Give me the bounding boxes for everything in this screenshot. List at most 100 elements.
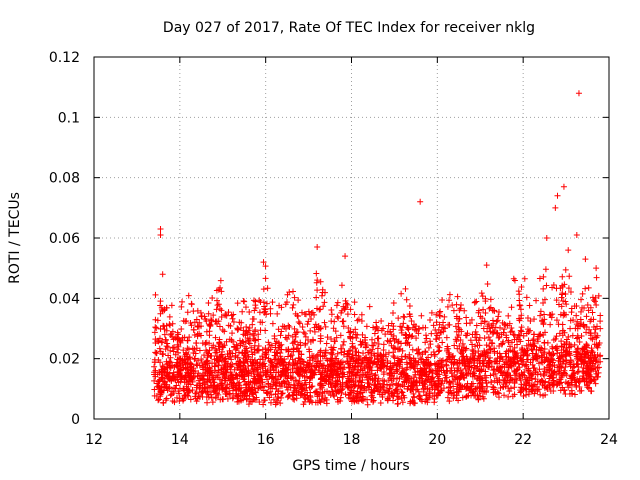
data-point (558, 338, 565, 345)
data-point (549, 343, 556, 350)
data-point (545, 349, 552, 356)
data-point (575, 334, 582, 341)
data-point (413, 327, 420, 334)
data-point (463, 392, 470, 399)
data-point (413, 335, 420, 342)
data-point (485, 321, 492, 328)
data-point (397, 345, 404, 352)
data-point (477, 353, 484, 360)
data-point (498, 341, 505, 348)
data-point (444, 356, 451, 363)
data-point (432, 335, 439, 342)
data-point (526, 302, 533, 309)
data-point (542, 266, 549, 273)
data-point (484, 328, 491, 335)
data-point (525, 337, 532, 344)
data-point (293, 378, 300, 385)
data-point (167, 332, 174, 339)
data-point (484, 383, 491, 390)
data-point (151, 359, 158, 366)
data-point (584, 384, 591, 391)
data-point (523, 382, 530, 389)
data-point (337, 332, 344, 339)
data-point (406, 311, 413, 318)
data-point (464, 358, 471, 365)
data-point (502, 322, 509, 329)
data-point (265, 346, 272, 353)
data-point (249, 398, 256, 405)
data-point (417, 372, 424, 379)
x-tick-label: 22 (514, 432, 532, 448)
data-point (459, 394, 466, 401)
data-point (390, 352, 397, 359)
data-point (234, 398, 241, 405)
data-point (536, 366, 543, 373)
data-point (359, 367, 366, 374)
data-point (549, 381, 556, 388)
data-point (173, 382, 180, 389)
data-point (458, 346, 465, 353)
data-point (403, 359, 410, 366)
data-point (314, 277, 321, 284)
data-point (513, 370, 520, 377)
data-point (459, 360, 466, 367)
data-point (451, 356, 458, 363)
data-point (450, 307, 457, 314)
data-point (496, 333, 503, 340)
data-point (281, 371, 288, 378)
data-point (566, 359, 573, 366)
data-point (587, 330, 594, 337)
data-point (508, 304, 515, 311)
data-point (171, 363, 178, 370)
data-point (178, 303, 185, 310)
data-point (349, 362, 356, 369)
data-point (387, 329, 394, 336)
data-point (269, 374, 276, 381)
data-point (234, 300, 241, 307)
data-point (308, 309, 315, 316)
data-point (350, 375, 357, 382)
data-point (435, 343, 442, 350)
data-point (423, 365, 430, 372)
data-point (589, 309, 596, 316)
data-point (501, 392, 508, 399)
data-point (288, 352, 295, 359)
data-point (524, 315, 531, 322)
data-point (169, 320, 176, 327)
data-point (482, 298, 489, 305)
data-point (277, 332, 284, 339)
data-point (588, 377, 595, 384)
grid-layer (94, 57, 609, 419)
data-point (582, 285, 589, 292)
data-point (178, 325, 185, 332)
data-point (331, 393, 338, 400)
data-point (322, 323, 329, 330)
data-point (156, 335, 163, 342)
y-tick-label: 0.02 (49, 352, 80, 368)
data-point (305, 337, 312, 344)
data-point (158, 339, 165, 346)
data-point (595, 292, 602, 299)
data-point (307, 392, 314, 399)
data-point (185, 381, 192, 388)
data-point (163, 358, 170, 365)
data-point (558, 344, 565, 351)
data-point (272, 391, 279, 398)
data-point (323, 340, 330, 347)
data-point (596, 339, 603, 346)
data-point (287, 384, 294, 391)
data-point (358, 397, 365, 404)
data-point (194, 382, 201, 389)
data-point (340, 338, 347, 345)
data-point (241, 343, 248, 350)
data-point (189, 387, 196, 394)
data-point (278, 390, 285, 397)
data-point (289, 391, 296, 398)
data-point (539, 318, 546, 325)
data-point (315, 326, 322, 333)
data-point (389, 335, 396, 342)
data-point (269, 299, 276, 306)
data-point (249, 378, 256, 385)
data-point (195, 357, 202, 364)
